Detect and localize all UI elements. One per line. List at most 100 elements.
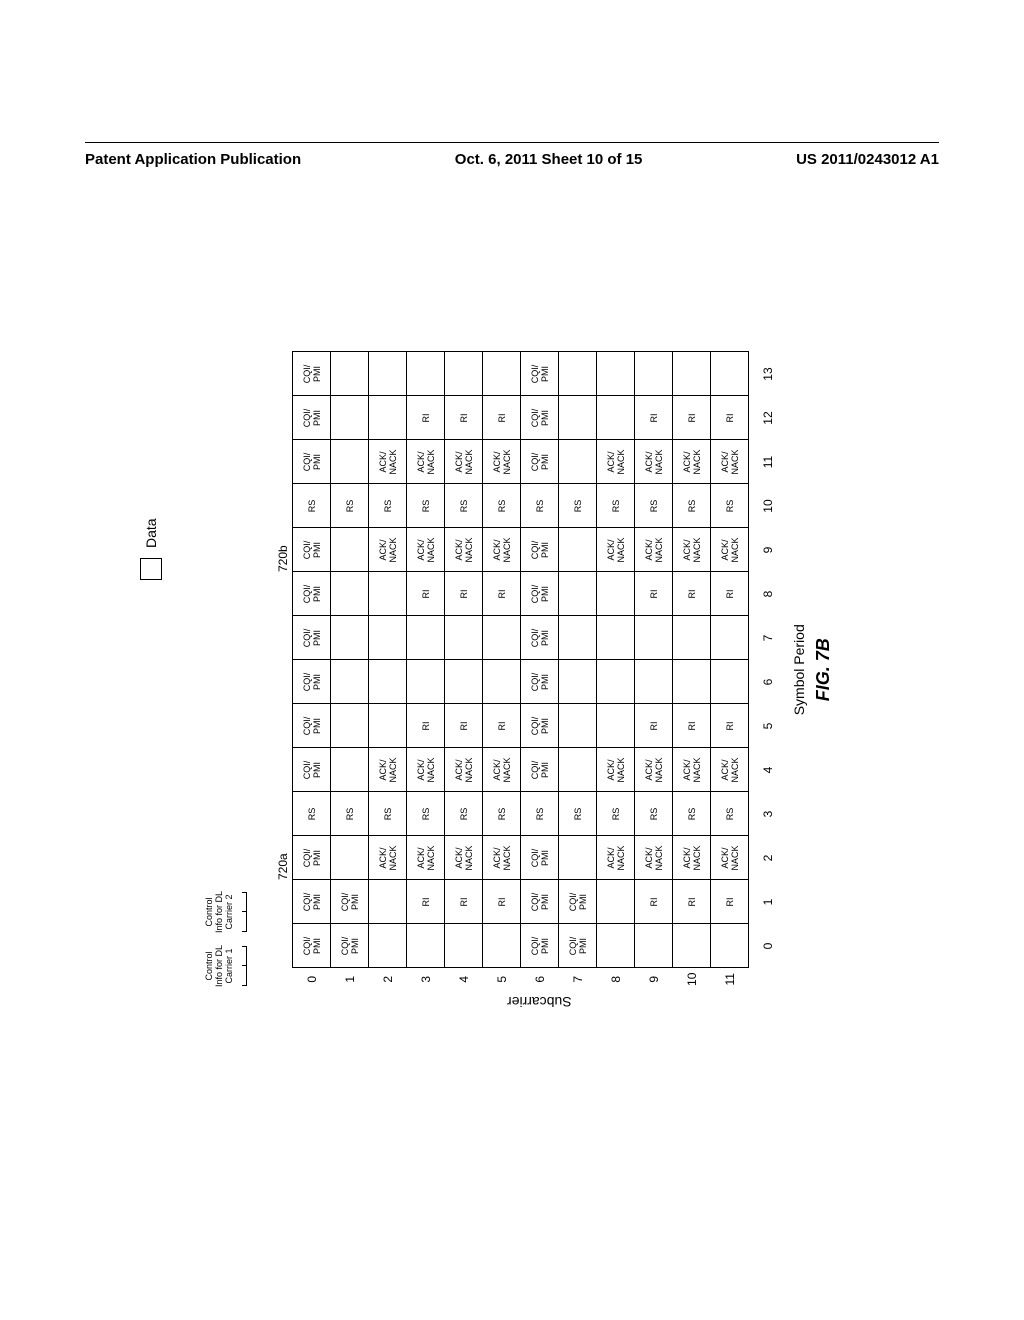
cell-ack: ACK/ NACK	[711, 440, 749, 484]
cell-cqi: CQI/ PMI	[521, 748, 559, 792]
cell-rs: RS	[369, 484, 407, 528]
pub-number: US 2011/0243012 A1	[796, 151, 939, 168]
cell-data	[597, 924, 635, 968]
cell-data	[407, 352, 445, 396]
cell-ack: ACK/ NACK	[407, 748, 445, 792]
cell-rs: RS	[369, 792, 407, 836]
cell-data	[369, 704, 407, 748]
cell-ack: ACK/ NACK	[711, 528, 749, 572]
x-axis-label: Symbol Period	[791, 352, 807, 989]
cell-data	[597, 704, 635, 748]
cell-ack: ACK/ NACK	[445, 440, 483, 484]
cell-data	[445, 616, 483, 660]
subcarrier-index: 6	[521, 968, 559, 990]
cell-cqi: CQI/ PMI	[331, 924, 369, 968]
cell-data	[331, 528, 369, 572]
cell-ack: ACK/ NACK	[445, 528, 483, 572]
cell-data	[559, 396, 597, 440]
cell-cqi: CQI/ PMI	[293, 440, 331, 484]
subcarrier-index: 0	[293, 968, 331, 990]
cell-ack: ACK/ NACK	[597, 528, 635, 572]
subcarrier-index: 2	[369, 968, 407, 990]
cell-data	[369, 924, 407, 968]
cell-data	[673, 660, 711, 704]
cell-ri: RI	[711, 396, 749, 440]
cell-rs: RS	[483, 484, 521, 528]
cell-cqi: CQI/ PMI	[293, 352, 331, 396]
slot-720a: 720a	[276, 853, 292, 880]
cell-cqi: CQI/ PMI	[293, 880, 331, 924]
cell-data	[331, 836, 369, 880]
cell-data	[445, 660, 483, 704]
cell-ri: RI	[673, 880, 711, 924]
cell-cqi: CQI/ PMI	[293, 704, 331, 748]
symbol-period-index: 10	[749, 484, 787, 528]
subcarrier-index: 11	[711, 968, 749, 990]
cell-rs: RS	[293, 792, 331, 836]
symbol-period-index: 12	[749, 396, 787, 440]
symbol-period-index: 13	[749, 352, 787, 396]
cell-rs: RS	[597, 484, 635, 528]
symbol-period-index: 4	[749, 748, 787, 792]
cell-ri: RI	[483, 880, 521, 924]
cell-ack: ACK/ NACK	[369, 528, 407, 572]
cell-ack: ACK/ NACK	[369, 748, 407, 792]
subcarrier-index: 5	[483, 968, 521, 990]
cell-data	[559, 748, 597, 792]
cell-rs: RS	[293, 484, 331, 528]
figure-label: FIG. 7B	[813, 352, 834, 989]
cell-data	[559, 440, 597, 484]
subcarrier-index: 7	[559, 968, 597, 990]
cell-rs: RS	[711, 792, 749, 836]
cell-rs: RS	[483, 792, 521, 836]
cell-cqi: CQI/ PMI	[293, 660, 331, 704]
symbol-period-index: 0	[749, 924, 787, 968]
cell-cqi: CQI/ PMI	[521, 880, 559, 924]
cell-cqi: CQI/ PMI	[293, 572, 331, 616]
cell-ri: RI	[407, 396, 445, 440]
cell-data	[711, 924, 749, 968]
cell-data	[331, 704, 369, 748]
cell-cqi: CQI/ PMI	[293, 528, 331, 572]
cell-cqi: CQI/ PMI	[521, 704, 559, 748]
cell-data	[559, 528, 597, 572]
cell-ack: ACK/ NACK	[673, 748, 711, 792]
cell-ack: ACK/ NACK	[635, 836, 673, 880]
cell-data	[331, 616, 369, 660]
cell-ri: RI	[445, 396, 483, 440]
cell-ack: ACK/ NACK	[635, 440, 673, 484]
cell-ack: ACK/ NACK	[445, 836, 483, 880]
cell-data	[597, 616, 635, 660]
cell-cqi: CQI/ PMI	[559, 924, 597, 968]
symbol-period-index: 1	[749, 880, 787, 924]
cell-rs: RS	[559, 484, 597, 528]
cell-data	[597, 396, 635, 440]
cell-data	[559, 836, 597, 880]
cell-ri: RI	[635, 572, 673, 616]
cell-rs: RS	[331, 792, 369, 836]
page-header: Patent Application Publication Oct. 6, 2…	[85, 142, 939, 168]
cell-data	[369, 572, 407, 616]
legend-label: Data	[143, 518, 159, 548]
cell-cqi: CQI/ PMI	[293, 748, 331, 792]
cell-data	[483, 660, 521, 704]
cell-ack: ACK/ NACK	[597, 748, 635, 792]
cell-ack: ACK/ NACK	[711, 836, 749, 880]
cell-ack: ACK/ NACK	[673, 440, 711, 484]
cell-ack: ACK/ NACK	[597, 440, 635, 484]
cell-rs: RS	[445, 792, 483, 836]
cell-rs: RS	[445, 484, 483, 528]
cell-ri: RI	[483, 396, 521, 440]
cell-data	[331, 660, 369, 704]
resource-grid: 0CQI/ PMICQI/ PMICQI/ PMIRSCQI/ PMICQI/ …	[292, 352, 787, 991]
cell-cqi: CQI/ PMI	[521, 440, 559, 484]
legend-swatch	[140, 558, 162, 580]
cell-data	[407, 660, 445, 704]
cell-rs: RS	[521, 484, 559, 528]
date-sheet: Oct. 6, 2011 Sheet 10 of 15	[455, 151, 643, 168]
cell-cqi: CQI/ PMI	[521, 396, 559, 440]
cell-cqi: CQI/ PMI	[521, 660, 559, 704]
cell-cqi: CQI/ PMI	[521, 352, 559, 396]
cell-ack: ACK/ NACK	[483, 836, 521, 880]
symbol-period-index: 7	[749, 616, 787, 660]
